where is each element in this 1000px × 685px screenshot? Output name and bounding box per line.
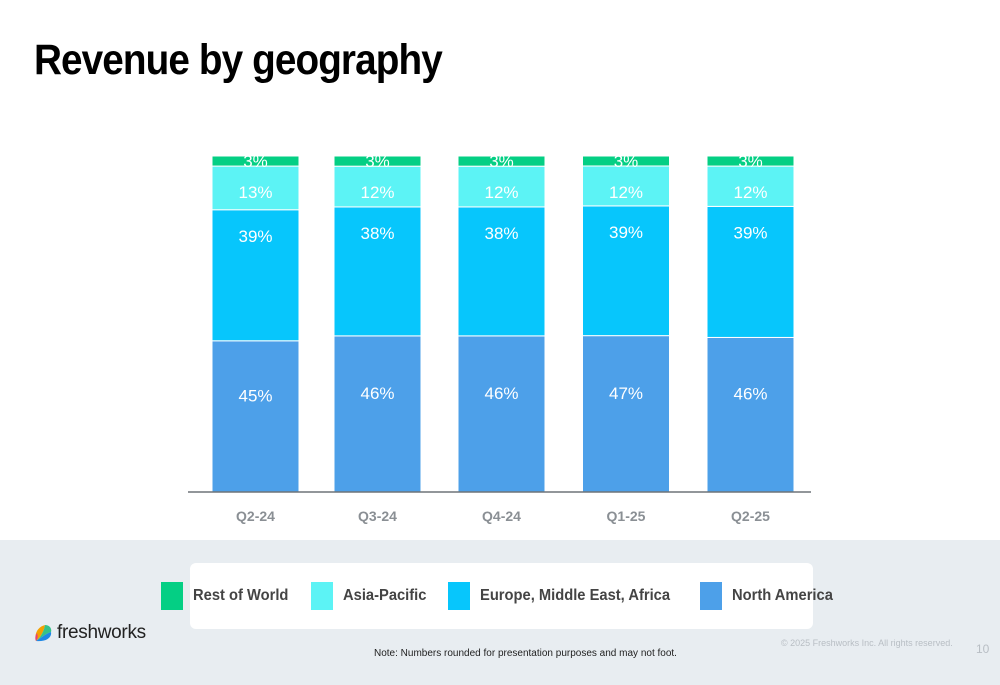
data-label: 46% bbox=[733, 385, 767, 404]
freshworks-logo: freshworks bbox=[33, 622, 146, 644]
data-label: 3% bbox=[365, 152, 390, 171]
data-label: 12% bbox=[609, 183, 643, 202]
bar-segment bbox=[457, 206, 546, 337]
x-tick-label: Q2-25 bbox=[731, 508, 770, 524]
legend-label: Europe, Middle East, Africa bbox=[479, 587, 670, 604]
legend-item-rest-of-world: Rest of World bbox=[161, 582, 297, 610]
legend-swatch bbox=[310, 582, 333, 610]
data-label: 47% bbox=[609, 384, 643, 403]
logo-wordmark: freshworks bbox=[57, 622, 146, 643]
data-label: 38% bbox=[360, 224, 394, 243]
legend-swatch bbox=[700, 582, 723, 610]
data-label: 12% bbox=[733, 183, 767, 202]
bar-segment bbox=[706, 205, 795, 338]
bar-segment bbox=[333, 335, 422, 493]
x-tick-label: Q1-25 bbox=[607, 508, 646, 524]
data-label: 39% bbox=[238, 227, 272, 246]
data-label: 39% bbox=[609, 223, 643, 242]
bar-segment bbox=[457, 165, 546, 208]
bar-segment bbox=[333, 206, 422, 337]
data-label: 3% bbox=[489, 152, 514, 171]
page-number: 10 bbox=[976, 642, 990, 656]
data-label: 38% bbox=[484, 224, 518, 243]
bar-segment bbox=[211, 340, 300, 493]
x-tick-label: Q4-24 bbox=[482, 508, 521, 524]
bar-segment bbox=[457, 155, 546, 167]
data-label: 13% bbox=[238, 183, 272, 202]
legend-item-north-america: North America bbox=[700, 582, 842, 610]
legend-swatch bbox=[161, 582, 184, 610]
x-tick-label: Q2-24 bbox=[236, 508, 275, 524]
page-title: Revenue by geography bbox=[34, 36, 443, 84]
legend-label: Asia-Pacific bbox=[342, 587, 427, 604]
footnote: Note: Numbers rounded for presentation p… bbox=[374, 648, 677, 659]
data-label: 12% bbox=[484, 183, 518, 202]
data-label: 3% bbox=[614, 152, 639, 171]
stacked-bar-chart: 45% 39% 13% 3% Q2-24 46% 38% 12% 3% Q3-24 46% 38% 12… bbox=[188, 152, 811, 524]
bar-segment bbox=[582, 165, 670, 207]
data-label: 46% bbox=[484, 384, 518, 403]
legend-swatch bbox=[447, 582, 470, 610]
data-label: 39% bbox=[733, 223, 767, 242]
data-label: 46% bbox=[360, 384, 394, 403]
bar-segment bbox=[457, 335, 546, 493]
data-label: 12% bbox=[360, 183, 394, 202]
data-label: 3% bbox=[738, 152, 763, 171]
legend-label: Rest of World bbox=[193, 587, 289, 604]
freshworks-logo-icon bbox=[35, 625, 52, 642]
bar-segment bbox=[211, 209, 300, 342]
copyright-text: © 2025 Freshworks Inc. All rights reserv… bbox=[781, 638, 953, 648]
bar-segment bbox=[582, 335, 670, 493]
legend-item-asia-pacific: Asia-Pacific bbox=[310, 582, 434, 610]
bar-segment bbox=[333, 155, 422, 167]
bar-segment bbox=[706, 155, 795, 167]
chart-legend: Rest of World Asia-Pacific Europe, Middl… bbox=[161, 563, 833, 629]
bar-segment bbox=[706, 336, 795, 493]
data-label: 45% bbox=[238, 386, 272, 405]
legend-label: North America bbox=[732, 587, 834, 604]
bar-segment bbox=[211, 155, 300, 167]
bar-segment bbox=[582, 155, 670, 167]
legend-item-emea: Europe, Middle East, Africa bbox=[447, 582, 687, 610]
data-label: 3% bbox=[243, 152, 268, 171]
x-tick-label: Q3-24 bbox=[358, 508, 397, 524]
bar-segment bbox=[706, 165, 795, 207]
